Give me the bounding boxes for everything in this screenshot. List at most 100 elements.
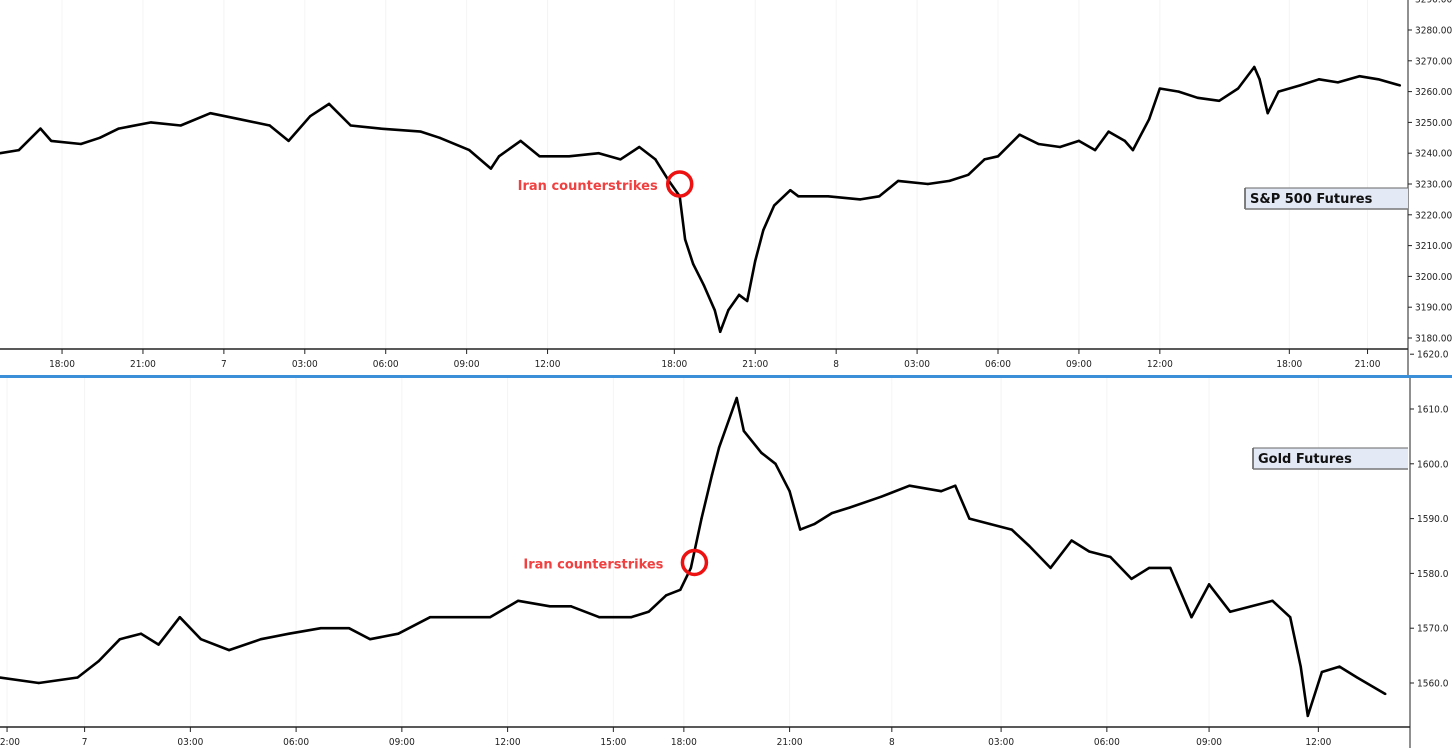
x-tick-label: 06:00 — [373, 359, 399, 370]
data-point — [1109, 555, 1112, 559]
data-point — [1253, 65, 1256, 69]
data-point — [1229, 610, 1232, 613]
data-point — [1317, 78, 1321, 81]
legend-box — [1253, 448, 1408, 469]
data-point — [157, 643, 160, 646]
x-tick-label: 06:00 — [1094, 737, 1120, 748]
x-tick-label: 21:00 — [777, 737, 803, 748]
data-point — [567, 155, 571, 158]
data-point — [97, 659, 100, 663]
data-point — [760, 451, 763, 455]
data-point — [1107, 130, 1110, 133]
x-tick-label: 03:00 — [904, 359, 930, 370]
data-point — [1258, 78, 1261, 81]
data-point — [117, 127, 120, 130]
data-point — [179, 124, 182, 127]
gold-futures-panel: 1560.0 1570.0 1580.0 1590.0 1600.0 1610.0 1620… — [0, 350, 1449, 748]
data-point — [948, 179, 951, 183]
x-tick-label: 8 — [889, 737, 895, 748]
x-tick-label: 7 — [221, 359, 227, 370]
data-point — [1355, 676, 1359, 679]
x-tick-label: 12:00 — [1305, 737, 1331, 748]
data-point — [1277, 90, 1280, 93]
data-point — [259, 637, 263, 641]
data-point — [772, 204, 776, 207]
data-point — [548, 605, 552, 608]
y-tick-label: 3230.00 — [1415, 180, 1452, 191]
data-point — [968, 517, 971, 520]
data-point — [238, 118, 242, 121]
data-point — [878, 195, 881, 198]
legend-label: Gold Futures — [1258, 452, 1352, 467]
data-point — [638, 145, 641, 149]
data-point — [983, 158, 986, 161]
data-point — [1131, 148, 1135, 152]
data-point — [488, 616, 492, 619]
legend-box — [1245, 188, 1408, 209]
data-point — [1169, 566, 1172, 570]
data-point — [468, 148, 471, 152]
y-tick-label: 3280.00 — [1415, 26, 1452, 37]
y-tick-label: 1600.0 — [1417, 459, 1449, 470]
data-point — [227, 648, 231, 652]
panel-divider[interactable] — [0, 375, 1452, 378]
y-tick-label: 3190.00 — [1415, 303, 1452, 314]
y-tick-label: 3250.00 — [1415, 118, 1452, 129]
data-point — [368, 637, 372, 641]
data-point — [735, 396, 738, 400]
data-point — [1158, 87, 1162, 90]
data-point — [79, 142, 83, 146]
x-tick-label: 09:00 — [454, 359, 480, 370]
data-point — [1398, 84, 1402, 87]
x-tick-label: 03:00 — [292, 359, 318, 370]
y-tick-label: 1570.0 — [1417, 624, 1449, 635]
data-point — [619, 158, 622, 161]
data-point — [118, 637, 122, 641]
data-point — [268, 124, 271, 127]
data-point — [1018, 133, 1021, 136]
x-tick-label: 8 — [833, 359, 839, 370]
data-point — [1077, 139, 1081, 143]
data-point — [1070, 539, 1073, 542]
data-point — [908, 484, 911, 487]
sp500-futures-panel: 3180.00 3190.00 3200.00 3210.00 3220.00 3230.… — [0, 0, 1452, 375]
data-point — [926, 182, 930, 186]
y-tick-label: 3210.00 — [1415, 241, 1452, 252]
annotation-label: Iran counterstrikes — [523, 557, 663, 572]
data-point — [1037, 142, 1040, 146]
data-point — [996, 155, 1000, 158]
data-point — [1147, 566, 1151, 570]
x-tick-label: 7 — [82, 737, 88, 748]
x-tick-label: 18:00 — [661, 359, 687, 370]
data-point — [859, 198, 862, 201]
data-point — [349, 124, 352, 127]
x-tick-label: 21:00 — [1355, 359, 1381, 370]
data-point — [1377, 78, 1380, 81]
data-point — [1088, 550, 1091, 553]
data-point — [762, 229, 765, 232]
x-tick-label: 09:00 — [1196, 737, 1222, 748]
data-point — [1217, 99, 1221, 103]
data-point — [1028, 544, 1031, 548]
data-point — [654, 158, 657, 161]
legend-label: S&P 500 Futures — [1250, 192, 1373, 207]
data-point — [1338, 665, 1341, 668]
data-point — [1177, 90, 1180, 93]
data-point — [519, 139, 522, 143]
data-point — [727, 309, 730, 312]
data-point — [647, 610, 650, 613]
data-point — [1298, 84, 1302, 87]
data-point — [17, 148, 21, 152]
x-tick-label: 12:00 — [495, 737, 521, 748]
data-point — [419, 130, 422, 133]
data-point — [1147, 118, 1151, 121]
y-tick-label: 3220.00 — [1415, 210, 1452, 221]
data-point — [1093, 148, 1097, 152]
data-point — [797, 195, 800, 198]
data-point — [679, 588, 682, 592]
data-point — [702, 284, 706, 287]
data-point — [789, 188, 792, 192]
data-point — [954, 484, 957, 487]
data-point — [139, 632, 143, 635]
data-point — [848, 506, 851, 509]
